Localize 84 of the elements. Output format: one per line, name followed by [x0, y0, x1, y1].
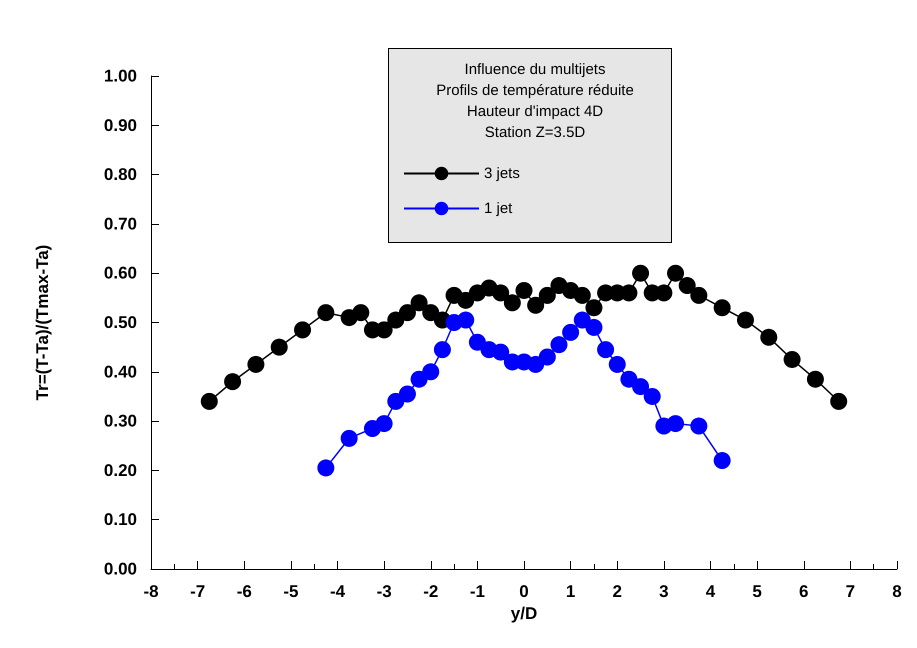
- y-tick-label: 0.10: [104, 510, 137, 530]
- point: [574, 286, 591, 304]
- x-axis-title: y/D: [510, 604, 538, 623]
- point: [597, 341, 614, 358]
- x-tick-label: -2: [423, 582, 438, 601]
- point: [667, 264, 684, 282]
- x-tick-label: 3: [659, 582, 669, 601]
- point: [644, 388, 661, 405]
- point: [562, 324, 580, 341]
- point: [410, 370, 428, 388]
- x-tick-label: 2: [612, 582, 622, 601]
- point: [690, 418, 708, 435]
- point: [585, 318, 602, 336]
- point: [317, 304, 334, 322]
- x-tick-label: 0: [519, 582, 529, 601]
- point: [492, 284, 510, 302]
- point: [620, 370, 638, 388]
- point: [398, 385, 416, 402]
- point: [247, 356, 264, 373]
- point: [516, 282, 532, 299]
- point: [352, 304, 370, 322]
- y-tick-label: 0.60: [104, 264, 137, 283]
- point: [678, 277, 696, 294]
- legend-label: 3 jets: [484, 165, 520, 182]
- point: [608, 356, 626, 373]
- y-tick-label: 0.00: [104, 560, 137, 578]
- y-axis-title: Tr=(T-Ta)/(Tmax-Ta): [33, 244, 52, 400]
- point: [270, 338, 288, 356]
- y-tick-label: 1.00: [104, 66, 137, 86]
- x-tick-label: -6: [236, 582, 252, 601]
- point: [690, 286, 708, 304]
- point: [538, 286, 556, 304]
- y-tick-label: 0.30: [104, 412, 137, 431]
- point: [714, 299, 731, 316]
- point: [410, 294, 428, 312]
- point: [830, 392, 848, 410]
- point: [550, 336, 568, 354]
- y-tick-label: 0.90: [104, 116, 137, 135]
- point: [422, 363, 440, 380]
- x-tick-label: 1: [566, 582, 576, 601]
- point: [387, 392, 404, 410]
- point: [585, 299, 602, 316]
- text: Influence du multijets Profils de température réduite Hauteur d'impact 4D Station Z=3.5D: [436, 61, 634, 141]
- x-tick-label: -8: [143, 582, 159, 601]
- x-tick-label: -7: [190, 582, 206, 601]
- x-tick-label: 4: [706, 582, 716, 601]
- x-tick-label: 8: [892, 582, 902, 601]
- x-tick-label: -5: [283, 582, 298, 601]
- x-tick-label: -3: [376, 582, 392, 601]
- point: [434, 341, 451, 358]
- point: [714, 452, 731, 470]
- point: [538, 348, 556, 366]
- y-tick-label: 0.50: [104, 313, 137, 332]
- y-tick-label: 0.20: [104, 460, 137, 480]
- point: [398, 304, 416, 322]
- x-tick-label: 5: [752, 582, 762, 601]
- y-tick-label: 0.70: [104, 214, 137, 234]
- point: [527, 356, 544, 373]
- point: [468, 334, 486, 351]
- point: [200, 392, 218, 410]
- point: [760, 328, 778, 346]
- x-tick-label: 7: [846, 582, 856, 601]
- point: [667, 415, 684, 432]
- point: [784, 350, 801, 368]
- point: [340, 430, 358, 447]
- point: [317, 459, 334, 476]
- point: [632, 378, 650, 396]
- point: [632, 264, 650, 282]
- point: [504, 294, 521, 312]
- x-tick-label: -4: [330, 582, 346, 601]
- point: [457, 292, 474, 309]
- point: [294, 321, 312, 338]
- point: [736, 312, 754, 329]
- legend-label: 1 jet: [484, 200, 514, 217]
- point: [376, 415, 393, 432]
- point: [492, 344, 510, 361]
- x-tick-label: 6: [799, 582, 808, 601]
- y-tick-label: 0.40: [104, 362, 137, 382]
- point: [806, 370, 824, 388]
- y-tick-label: 0.80: [104, 165, 137, 184]
- point: [457, 312, 474, 329]
- point: [527, 296, 544, 314]
- x-tick-label: -1: [470, 582, 485, 601]
- point: [224, 373, 242, 390]
